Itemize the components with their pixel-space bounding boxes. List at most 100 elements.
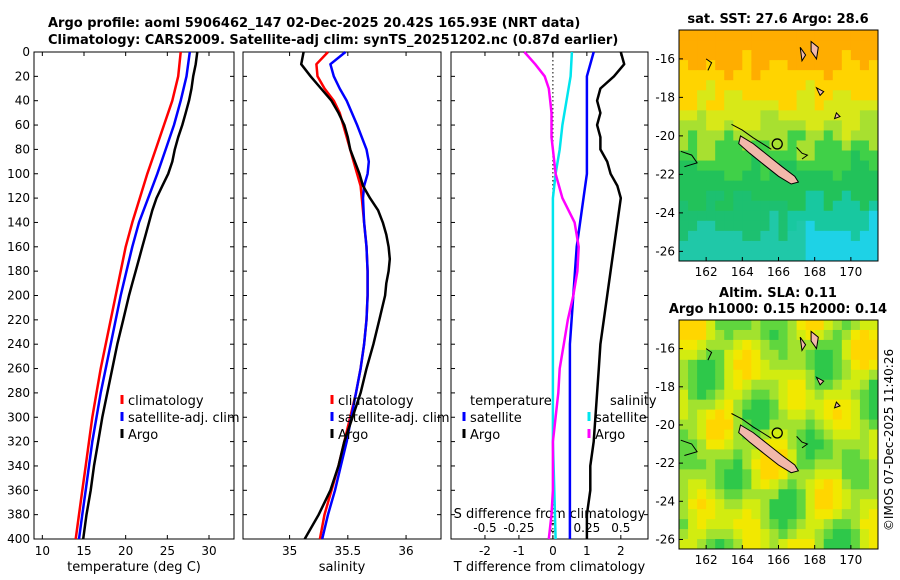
map-cell: [832, 389, 843, 401]
diff-line-s-argo: [523, 51, 580, 540]
map-cell: [679, 469, 689, 480]
map-cell: [688, 50, 698, 61]
temp-ytick-label: 40: [15, 94, 30, 108]
map-cell: [841, 170, 852, 182]
map-cell: [850, 349, 861, 361]
map-cell: [697, 429, 707, 441]
diff-s-tick-label: -0.5: [473, 521, 496, 535]
map-cell: [697, 180, 707, 192]
map-cell: [706, 30, 716, 41]
map-cell: [796, 120, 807, 132]
map-cell: [679, 359, 689, 371]
map-cell: [697, 30, 707, 41]
map-cell: [823, 349, 834, 361]
map-cell: [688, 449, 698, 460]
map-cell: [715, 120, 725, 132]
map-cell: [850, 519, 861, 530]
map-cell: [715, 389, 725, 401]
map-cell: [805, 459, 816, 470]
map-cell: [751, 419, 762, 431]
map-cell: [787, 230, 798, 242]
map-cell: [751, 100, 762, 111]
map-cell: [742, 50, 752, 61]
map-cell: [850, 200, 861, 212]
map-cell: [688, 469, 698, 480]
map-cell: [859, 419, 870, 431]
map-cell: [733, 519, 743, 530]
map-cell: [841, 80, 852, 91]
map-cell: [769, 230, 780, 242]
map-cell: [706, 120, 716, 132]
map-cell: [796, 90, 807, 101]
map-cell: [760, 210, 771, 222]
map-cell: [859, 60, 870, 71]
diff-s-tick-label: 0.5: [611, 521, 630, 535]
map-cell: [742, 180, 752, 192]
map-cell: [859, 120, 870, 132]
map-cell: [706, 170, 716, 182]
map-cell: [769, 369, 780, 381]
map-cell: [769, 359, 780, 371]
map-cell: [841, 499, 852, 510]
map-cell: [805, 240, 816, 252]
reef-outline: [731, 413, 772, 439]
map-cell: [751, 449, 762, 460]
map-cell: [697, 40, 707, 51]
map-cell: [823, 539, 834, 549]
map-cell: [769, 240, 780, 252]
map-cell: [724, 90, 734, 101]
map-cell: [742, 459, 752, 470]
map-cell: [742, 40, 752, 51]
map-cell: [688, 210, 698, 222]
map-cell: [688, 140, 698, 152]
map-cell: [814, 509, 825, 520]
map-cell: [715, 539, 725, 549]
map-cell: [697, 190, 707, 202]
map-cell: [841, 509, 852, 520]
map-cell: [715, 479, 725, 490]
map-cell: [814, 210, 825, 222]
map-cell: [697, 459, 707, 470]
map-cell: [796, 180, 807, 192]
map-cell: [688, 399, 698, 411]
map-cell: [679, 230, 689, 242]
map-cell: [679, 429, 689, 441]
map-cell: [787, 489, 798, 500]
map-cell: [688, 419, 698, 431]
map-cell: [715, 250, 725, 261]
map-cell: [787, 499, 798, 510]
map-cell: [697, 240, 707, 252]
map-cell: [724, 399, 734, 411]
map-cell: [850, 180, 861, 192]
map-cell: [832, 80, 843, 91]
map-cell: [832, 479, 843, 490]
map-cell: [814, 489, 825, 500]
map-cell: [679, 120, 689, 132]
map-cell: [688, 190, 698, 202]
temp-ytick-label: 320: [7, 435, 30, 449]
map-cell: [778, 200, 789, 212]
map-cell: [679, 409, 689, 421]
map-cell: [805, 160, 816, 172]
map-cell: [814, 449, 825, 460]
map-cell: [805, 250, 816, 261]
map-cell: [733, 349, 743, 361]
map-cell: [697, 529, 707, 540]
map-cell: [841, 100, 852, 111]
map-cell: [706, 499, 716, 510]
map-cell: [742, 90, 752, 101]
map-cell: [751, 240, 762, 252]
map-cell: [679, 439, 689, 451]
argo-position-marker: [771, 427, 783, 439]
map-cell: [769, 329, 780, 341]
map-cell: [868, 479, 878, 490]
map-cell: [715, 489, 725, 500]
map-cell: [796, 379, 807, 391]
map-cell: [688, 529, 698, 540]
temp-xtick-label: 10: [35, 544, 50, 558]
map-cell: [688, 439, 698, 451]
map-cell: [787, 110, 798, 121]
map-cell: [697, 539, 707, 549]
map-cell: [868, 100, 878, 111]
map-cell: [697, 250, 707, 261]
